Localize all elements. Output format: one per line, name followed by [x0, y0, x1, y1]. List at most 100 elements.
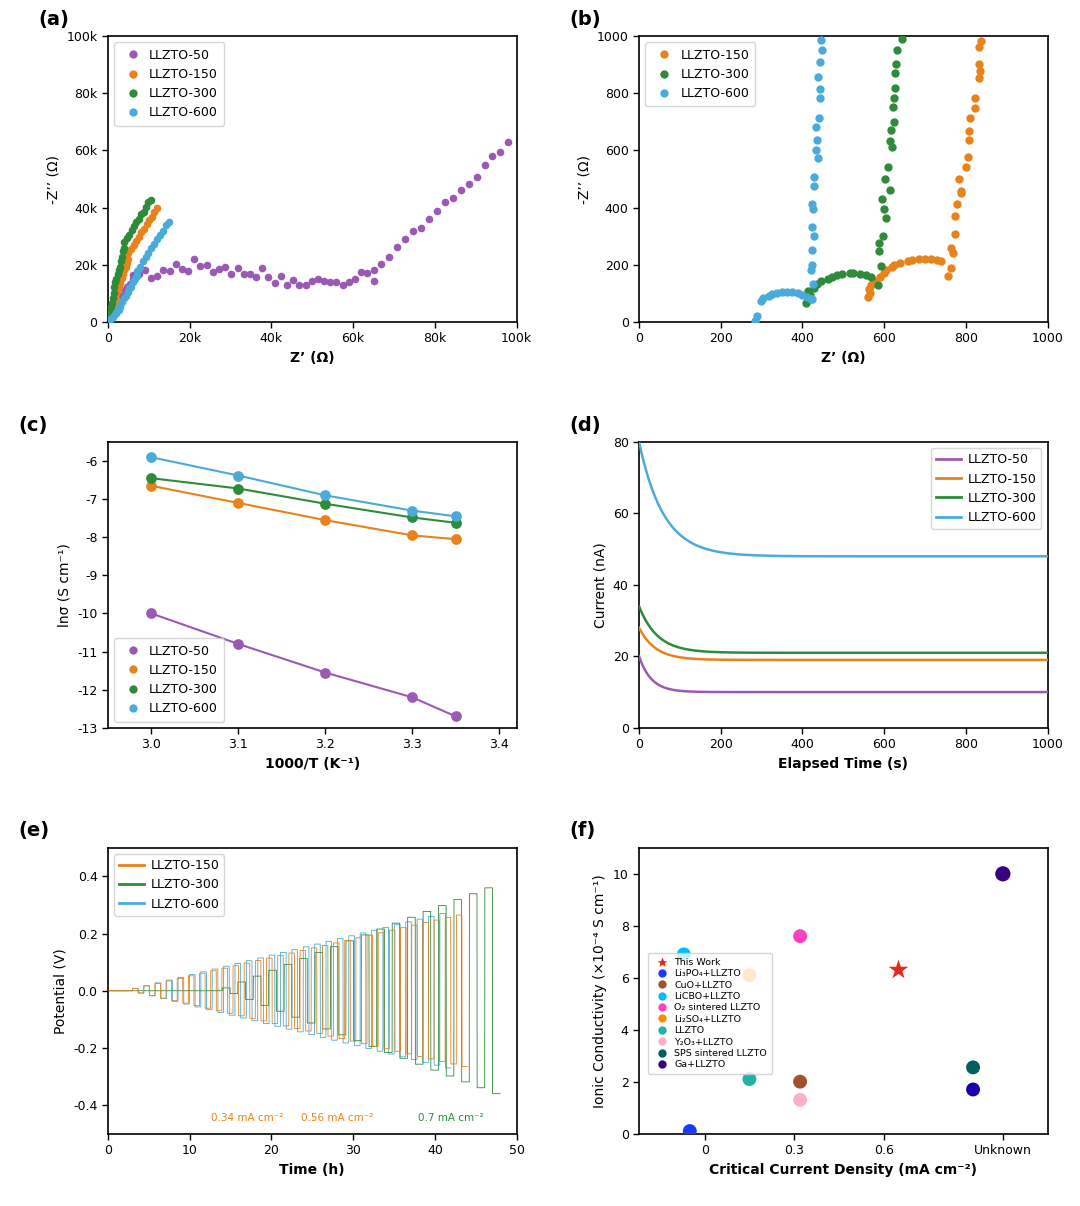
- Point: [137, 247, 154, 267]
- Point: [230, 479, 247, 498]
- Point: [875, 264, 892, 283]
- Point: [127, 267, 145, 286]
- Point: [746, 311, 764, 330]
- Point: [883, 137, 901, 157]
- Point: [784, 282, 801, 302]
- Point: [110, 300, 127, 320]
- Point: [967, 99, 984, 118]
- Point: [204, 263, 221, 282]
- Point: [108, 293, 125, 312]
- Point: [764, 285, 781, 304]
- Point: [143, 268, 160, 287]
- Point: [948, 194, 966, 213]
- Point: [109, 264, 126, 283]
- Point: [681, 1122, 699, 1141]
- Point: [108, 283, 125, 303]
- Point: [347, 270, 364, 289]
- Point: [942, 258, 959, 277]
- Point: [852, 264, 869, 283]
- Point: [500, 133, 517, 152]
- Point: [230, 466, 247, 485]
- Point: [420, 210, 437, 229]
- Point: [922, 250, 940, 269]
- Point: [460, 175, 477, 194]
- Point: [810, 68, 827, 87]
- Point: [102, 309, 119, 328]
- Point: [444, 188, 461, 207]
- Point: [127, 262, 145, 281]
- Point: [123, 219, 140, 239]
- Point: [151, 226, 168, 245]
- Point: [104, 293, 121, 312]
- Point: [878, 209, 895, 228]
- Point: [810, 109, 827, 128]
- Point: [953, 181, 970, 200]
- Point: [966, 88, 983, 107]
- Point: [950, 169, 968, 188]
- Point: [874, 189, 891, 209]
- Point: [124, 269, 141, 288]
- X-axis label: Elapsed Time (s): Elapsed Time (s): [779, 757, 908, 771]
- Point: [964, 1079, 982, 1099]
- Point: [484, 147, 501, 166]
- Point: [801, 286, 819, 305]
- Point: [100, 306, 118, 326]
- X-axis label: 1000/T (K⁻¹): 1000/T (K⁻¹): [265, 757, 360, 771]
- Point: [107, 294, 124, 314]
- Point: [760, 286, 778, 305]
- Point: [217, 258, 234, 277]
- Point: [862, 283, 879, 303]
- Point: [235, 264, 253, 283]
- Point: [875, 227, 892, 246]
- Point: [447, 707, 464, 726]
- Point: [959, 147, 976, 166]
- Point: [131, 227, 148, 246]
- Point: [413, 218, 430, 238]
- Legend: This Work, Li₃PO₄+LLZTO, CuO+LLZTO, LiCBO+LLZTO, O₂ sintered LLZTO, Li₂SO₄+LLZTO: This Work, Li₃PO₄+LLZTO, CuO+LLZTO, LiCB…: [648, 953, 772, 1075]
- Point: [768, 283, 785, 303]
- Point: [103, 309, 120, 328]
- Point: [135, 219, 152, 239]
- Point: [108, 289, 125, 309]
- Point: [863, 275, 880, 294]
- Point: [802, 260, 820, 280]
- Point: [873, 256, 890, 275]
- Point: [100, 311, 118, 330]
- X-axis label: Z’ (Ω): Z’ (Ω): [821, 351, 866, 365]
- Point: [748, 306, 766, 326]
- Point: [381, 247, 399, 267]
- Point: [953, 183, 970, 203]
- Point: [116, 232, 133, 251]
- Point: [468, 168, 485, 187]
- Point: [143, 239, 160, 258]
- Point: [820, 269, 837, 288]
- Point: [811, 53, 828, 72]
- Point: [109, 280, 126, 299]
- Point: [272, 265, 289, 285]
- Point: [910, 250, 928, 269]
- Point: [120, 250, 137, 269]
- Point: [359, 264, 376, 283]
- Point: [352, 262, 369, 281]
- Point: [805, 275, 822, 294]
- Point: [859, 287, 876, 306]
- Point: [877, 260, 894, 280]
- Point: [773, 282, 791, 302]
- Point: [192, 257, 210, 276]
- Point: [222, 264, 240, 283]
- Point: [405, 222, 422, 241]
- Point: [139, 192, 157, 211]
- Point: [804, 217, 821, 236]
- Point: [137, 197, 154, 216]
- Point: [944, 244, 961, 263]
- Point: [260, 268, 278, 287]
- Point: [900, 252, 917, 271]
- Point: [110, 260, 127, 280]
- Point: [109, 302, 126, 321]
- Point: [186, 248, 203, 268]
- Point: [230, 634, 247, 654]
- Point: [143, 469, 160, 488]
- Point: [134, 252, 151, 271]
- Point: [995, 865, 1012, 884]
- Point: [104, 300, 121, 320]
